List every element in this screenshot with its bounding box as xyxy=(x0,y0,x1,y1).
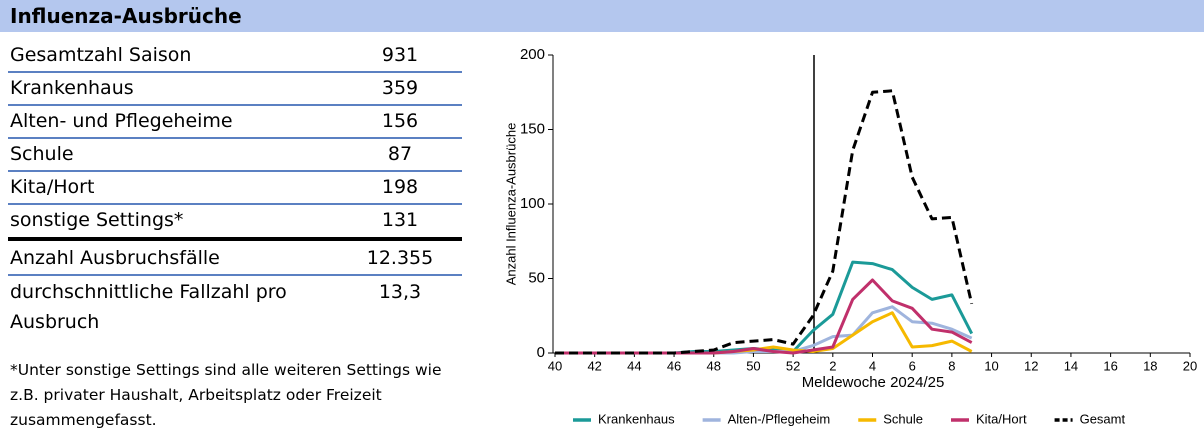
row-rule xyxy=(8,203,462,205)
row-value: 87 xyxy=(387,143,413,165)
header-title: Influenza-Ausbrüche xyxy=(10,4,242,28)
series-line xyxy=(555,305,973,355)
row-value: 12.355 xyxy=(366,247,434,269)
x-tick-label: 46 xyxy=(667,358,681,373)
x-tick-label: 18 xyxy=(1143,358,1157,373)
x-tick-label: 16 xyxy=(1103,358,1117,373)
row-rule xyxy=(8,274,462,276)
x-tick-label: 44 xyxy=(627,358,641,373)
x-tick-label: 40 xyxy=(548,358,562,373)
x-tick-label: 2 xyxy=(829,358,836,373)
x-tick-label: 20 xyxy=(1183,358,1197,373)
x-tick-label: 48 xyxy=(707,358,721,373)
legend-label: Kita/Hort xyxy=(976,411,1027,426)
x-tick-label: 8 xyxy=(948,358,955,373)
y-tick-label: 100 xyxy=(520,195,545,212)
row-rule xyxy=(8,137,462,139)
row-value: 359 xyxy=(381,77,419,99)
x-tick-label: 42 xyxy=(587,358,601,373)
row-value: 156 xyxy=(381,110,419,132)
row-label: Schule xyxy=(10,143,74,165)
legend-label: Gesamt xyxy=(1080,411,1126,426)
x-tick-label: 6 xyxy=(909,358,916,373)
x-tick-label: 50 xyxy=(746,358,760,373)
series-line xyxy=(555,89,974,355)
x-tick-label: 10 xyxy=(984,358,998,373)
series-line xyxy=(555,278,973,355)
x-axis-label: Meldewoche 2024/25 xyxy=(802,374,945,391)
row-value: 198 xyxy=(381,176,419,198)
row-rule xyxy=(8,104,462,106)
row-rule xyxy=(8,170,462,172)
footnote: *Unter sonstige Settings sind alle weite… xyxy=(10,361,442,429)
row-label: Kita/Hort xyxy=(10,176,95,198)
y-axis-label: Anzahl Influenza-Ausbrüche xyxy=(503,123,518,286)
row-label: Krankenhaus xyxy=(10,77,134,99)
row-label: Alten- und Pflegeheime xyxy=(10,110,233,132)
y-tick-label: 50 xyxy=(528,269,545,286)
row-label: sonstige Settings* xyxy=(10,209,184,231)
row-value: 131 xyxy=(381,209,419,231)
x-tick-label: 14 xyxy=(1064,358,1078,373)
legend-label: Alten-/Pflegeheim xyxy=(728,411,831,426)
x-tick-label: 12 xyxy=(1024,358,1038,373)
header-band xyxy=(0,0,1204,32)
row-label: Gesamtzahl Saison xyxy=(10,44,192,66)
y-tick-label: 200 xyxy=(520,46,545,63)
separator xyxy=(8,237,462,241)
legend-label: Krankenhaus xyxy=(598,411,675,426)
y-tick-label: 150 xyxy=(520,120,545,137)
row-label: Anzahl Ausbruchsfälle xyxy=(10,247,220,269)
x-tick-label: 52 xyxy=(786,358,800,373)
row-label: durchschnittliche Fallzahl pro Ausbruch xyxy=(10,281,287,333)
legend-label: Schule xyxy=(883,411,923,426)
y-tick-label: 0 xyxy=(537,344,545,361)
row-rule xyxy=(8,71,462,73)
row-value: 931 xyxy=(381,44,419,66)
x-tick-label: 4 xyxy=(869,358,876,373)
row-value: 13,3 xyxy=(378,281,422,303)
